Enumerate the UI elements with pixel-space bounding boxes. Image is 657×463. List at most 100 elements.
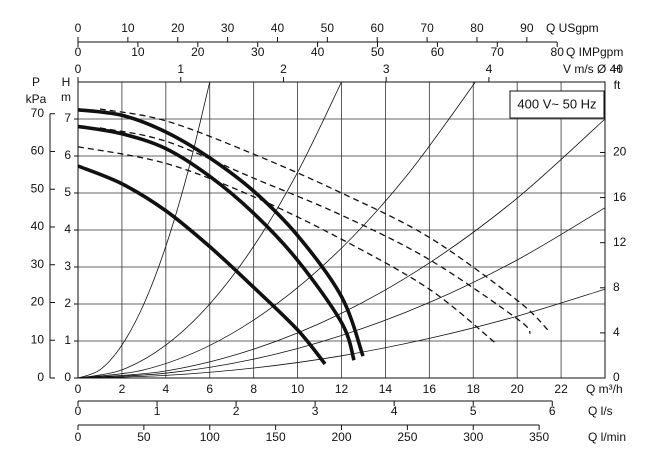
axis-tick-label: 4 [391, 404, 398, 418]
axis-label: V m/s Ø 40 [563, 62, 623, 76]
axis-label: Q l/min [588, 430, 626, 444]
axis-tick-label: 20 [191, 45, 205, 59]
y-tick-label: 3 [64, 259, 71, 273]
axis-tick-label: 30 [251, 45, 265, 59]
x-axis-label: Q m³/h [586, 382, 623, 396]
axis-tick-label: 4 [613, 325, 620, 339]
axis-tick-label: 10 [131, 45, 145, 59]
axis-tick-label: 20 [171, 21, 185, 35]
axis-tick-label: 10 [31, 332, 45, 346]
x-tick-label: 6 [206, 382, 213, 396]
y-tick-label: 5 [64, 185, 71, 199]
y-tick-label: 7 [64, 111, 71, 125]
axis-tick-label: 70 [491, 45, 505, 59]
axis-tick-label: 10 [121, 21, 135, 35]
curve-thin [78, 207, 605, 378]
axis-tick-label: 12 [613, 235, 627, 249]
axis-label: Q USgpm [546, 21, 599, 35]
axis-tick-label: 0 [75, 21, 82, 35]
axis-tick-label: 90 [520, 21, 534, 35]
axis-label: P [32, 75, 40, 89]
axis-tick-label: 20 [613, 145, 627, 159]
axis-tick-label: 5 [470, 404, 477, 418]
axis-tick-label: 60 [31, 144, 45, 158]
axis-tick-label: 0 [75, 430, 82, 444]
axis-tick-label: 70 [31, 106, 45, 120]
x-tick-label: 10 [291, 382, 305, 396]
y-tick-label: 6 [64, 148, 71, 162]
annotation-box [509, 90, 605, 119]
axis-tick-label: 150 [266, 430, 286, 444]
y-axis-unit: m [61, 90, 71, 104]
axis-tick-label: 50 [321, 21, 335, 35]
axis-unit: kPa [26, 92, 47, 106]
curve-thick [78, 124, 356, 361]
axis-tick-label: 4 [486, 62, 493, 76]
y-axis-label: H [62, 75, 71, 89]
axis-tick-label: 20 [31, 295, 45, 309]
axis-tick-label: 80 [470, 21, 484, 35]
x-tick-label: 12 [335, 382, 349, 396]
axis-tick-label: 50 [31, 181, 45, 195]
axis-tick-label: 3 [383, 62, 390, 76]
curve-thick [78, 107, 365, 357]
axis-tick-label: 70 [420, 21, 434, 35]
curve-thick [78, 164, 327, 366]
curve-thin [78, 118, 605, 378]
x-tick-label: 8 [250, 382, 257, 396]
curve-thin [78, 82, 342, 378]
curve-dashed [99, 127, 531, 335]
axis-tick-label: 0 [75, 404, 82, 418]
axis-tick-label: 0 [75, 45, 82, 59]
axis-tick-label: 200 [331, 430, 351, 444]
x-tick-label: 22 [554, 382, 568, 396]
y-tick-label: 0 [64, 370, 71, 384]
x-tick-label: 0 [75, 382, 82, 396]
axis-label: Q IMPgpm [566, 45, 623, 59]
axis-tick-label: 300 [463, 430, 483, 444]
axis-tick-label: 16 [613, 190, 627, 204]
axis-tick-label: 40 [271, 21, 285, 35]
axis-tick-label: 40 [311, 45, 325, 59]
axis-tick-label: 100 [200, 430, 220, 444]
y-tick-label: 4 [64, 222, 71, 236]
axis-label: H [613, 62, 622, 76]
x-tick-label: 2 [119, 382, 126, 396]
axis-tick-label: 30 [221, 21, 235, 35]
y-tick-label: 1 [64, 333, 71, 347]
axis-tick-label: 50 [137, 430, 151, 444]
axis-tick-label: 50 [371, 45, 385, 59]
axis-tick-label: 1 [154, 404, 161, 418]
axis-tick-label: 60 [431, 45, 445, 59]
x-tick-label: 16 [423, 382, 437, 396]
curve-dashed [78, 146, 496, 344]
axis-label: Q l/s [588, 404, 613, 418]
x-tick-label: 14 [379, 382, 393, 396]
curve-thin [78, 82, 211, 378]
axis-tick-label: 0 [75, 62, 82, 76]
axis-tick-label: 80 [551, 45, 565, 59]
axis-tick-label: 60 [371, 21, 385, 35]
axis-tick-label: 250 [397, 430, 417, 444]
axis-tick-label: 0 [37, 370, 44, 384]
x-tick-label: 4 [162, 382, 169, 396]
axis-tick-label: 0 [613, 370, 620, 384]
annotation: 400 V~ 50 Hz [517, 96, 596, 111]
axis-tick-label: 8 [613, 280, 620, 294]
axis-unit: ft [614, 78, 621, 92]
axis-tick-label: 1 [177, 62, 184, 76]
x-tick-label: 20 [510, 382, 524, 396]
axis-tick-label: 30 [31, 257, 45, 271]
y-tick-label: 2 [64, 296, 71, 310]
curve-thin [78, 288, 605, 378]
curves [78, 82, 605, 378]
axis-tick-label: 2 [233, 404, 240, 418]
axis-tick-label: 6 [549, 404, 556, 418]
axis-tick-label: 3 [312, 404, 319, 418]
axis-tick-label: 40 [31, 219, 45, 233]
curve-thin [78, 82, 476, 378]
x-tick-label: 18 [467, 382, 481, 396]
axis-tick-label: 350 [529, 430, 549, 444]
